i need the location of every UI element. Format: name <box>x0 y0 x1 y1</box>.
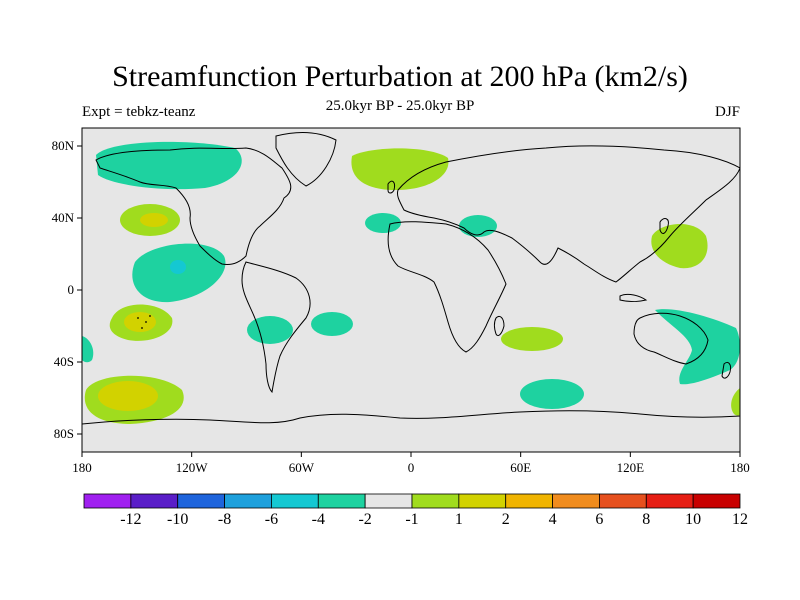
x-axis: 180 120W 60W 0 60E 120E 180 <box>72 452 750 475</box>
anomaly-west-edge <box>82 336 94 363</box>
colorbar-swatch <box>364 493 413 509</box>
colorbar-label: 10 <box>685 511 701 528</box>
x-tick-label: 120E <box>617 460 645 475</box>
x-tick-label: 0 <box>408 460 415 475</box>
x-tick-label: 120W <box>176 460 209 475</box>
colorbar-swatch <box>458 493 507 509</box>
x-tick-label: 60W <box>289 460 315 475</box>
colorbar-label: 6 <box>595 511 603 528</box>
colorbar-label: 1 <box>455 511 463 528</box>
colorbar-swatch <box>130 493 179 509</box>
y-tick-label: 40S <box>54 354 74 369</box>
colorbar-label: -4 <box>312 511 325 528</box>
anomaly-ne-pacific <box>96 141 242 190</box>
anomaly-south-indian <box>501 327 563 351</box>
x-tick-label: 180 <box>730 460 750 475</box>
colorbar: -12 -10 -8 -6 -4 -2 -1 1 2 4 6 8 10 12 <box>83 493 748 528</box>
anomaly-east-atlantic <box>365 213 401 233</box>
anomaly-tropical-pacific-core <box>170 260 186 274</box>
y-tick-label: 80N <box>52 138 75 153</box>
anomaly-south-atlantic <box>311 312 353 336</box>
anomaly-southern-pacific-core <box>98 381 158 411</box>
colorbar-swatch <box>224 493 272 509</box>
colorbar-swatch <box>692 493 741 509</box>
colorbar-swatch <box>645 493 694 509</box>
colorbar-label: -6 <box>265 511 278 528</box>
y-axis: 80N 40N 0 40S 80S <box>52 138 82 441</box>
anomaly-nw-pacific <box>651 223 708 269</box>
colorbar-label: -2 <box>358 511 371 528</box>
anomaly-shading <box>82 141 740 424</box>
colorbar-swatch <box>552 493 600 509</box>
colorbar-label: -1 <box>405 511 418 528</box>
plot-subtitle: 25.0kyr BP - 25.0kyr BP <box>325 98 475 114</box>
anomaly-middle-east <box>459 215 497 237</box>
anomaly-australia <box>655 309 740 385</box>
y-tick-label: 40N <box>52 210 75 225</box>
experiment-label: Expt = tebkz-teanz <box>82 104 196 120</box>
colorbar-swatch <box>505 493 553 509</box>
colorbar-swatch <box>317 493 366 509</box>
colorbar-label: 4 <box>549 511 557 528</box>
colorbar-swatch <box>177 493 225 509</box>
colorbar-label: -10 <box>167 511 188 528</box>
colorbar-label: -8 <box>218 511 231 528</box>
anomaly-east-edge <box>731 388 740 416</box>
coastlines <box>82 132 740 425</box>
colorbar-label: 8 <box>642 511 650 528</box>
plot-title: Streamfunction Perturbation at 200 hPa (… <box>112 60 688 93</box>
colorbar-swatch <box>271 493 319 509</box>
anomaly-north-pacific-core <box>140 213 168 227</box>
colorbar-label: -12 <box>120 511 141 528</box>
colorbar-swatch <box>83 493 132 509</box>
y-tick-label: 80S <box>54 426 74 441</box>
anomaly-south-america-west <box>247 316 293 344</box>
colorbar-label: 2 <box>502 511 510 528</box>
y-tick-label: 0 <box>68 282 75 297</box>
colorbar-swatch <box>411 493 460 509</box>
x-tick-label: 60E <box>510 460 531 475</box>
season-label: DJF <box>714 104 740 120</box>
colorbar-label: 12 <box>732 511 748 528</box>
x-tick-label: 180 <box>72 460 92 475</box>
anomaly-south-pacific-core <box>124 312 156 332</box>
anomaly-southern-indian <box>520 379 584 409</box>
anomaly-north-atlantic <box>351 148 449 190</box>
colorbar-swatch <box>599 493 647 509</box>
